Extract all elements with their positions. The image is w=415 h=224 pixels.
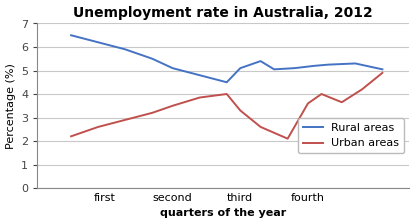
Rural areas <box>353 62 358 65</box>
Urban areas <box>96 126 101 128</box>
Rural areas <box>292 67 297 69</box>
Urban areas <box>285 137 290 140</box>
Rural areas <box>197 74 202 77</box>
Legend: Rural areas, Urban areas: Rural areas, Urban areas <box>298 118 404 153</box>
Rural areas <box>271 68 276 71</box>
Urban areas <box>123 118 128 121</box>
Urban areas <box>305 102 310 105</box>
Urban areas <box>68 135 73 138</box>
Line: Urban areas: Urban areas <box>71 73 382 139</box>
Line: Rural areas: Rural areas <box>71 35 382 82</box>
Urban areas <box>150 112 155 114</box>
Rural areas <box>380 68 385 71</box>
Rural areas <box>96 41 101 44</box>
Urban areas <box>197 96 202 99</box>
Rural areas <box>258 60 263 62</box>
Rural areas <box>224 81 229 84</box>
Rural areas <box>238 67 243 69</box>
Rural areas <box>150 57 155 60</box>
Rural areas <box>68 34 73 37</box>
Urban areas <box>170 104 175 107</box>
X-axis label: quarters of the year: quarters of the year <box>160 209 286 218</box>
Rural areas <box>123 48 128 51</box>
Rural areas <box>170 67 175 69</box>
Title: Unemployment rate in Australia, 2012: Unemployment rate in Australia, 2012 <box>73 6 373 19</box>
Urban areas <box>258 126 263 128</box>
Urban areas <box>238 109 243 112</box>
Urban areas <box>359 88 364 91</box>
Urban areas <box>380 71 385 74</box>
Urban areas <box>339 101 344 103</box>
Rural areas <box>326 63 331 66</box>
Rural areas <box>312 65 317 67</box>
Y-axis label: Percentage (%): Percentage (%) <box>5 63 15 149</box>
Urban areas <box>224 93 229 95</box>
Urban areas <box>319 93 324 95</box>
